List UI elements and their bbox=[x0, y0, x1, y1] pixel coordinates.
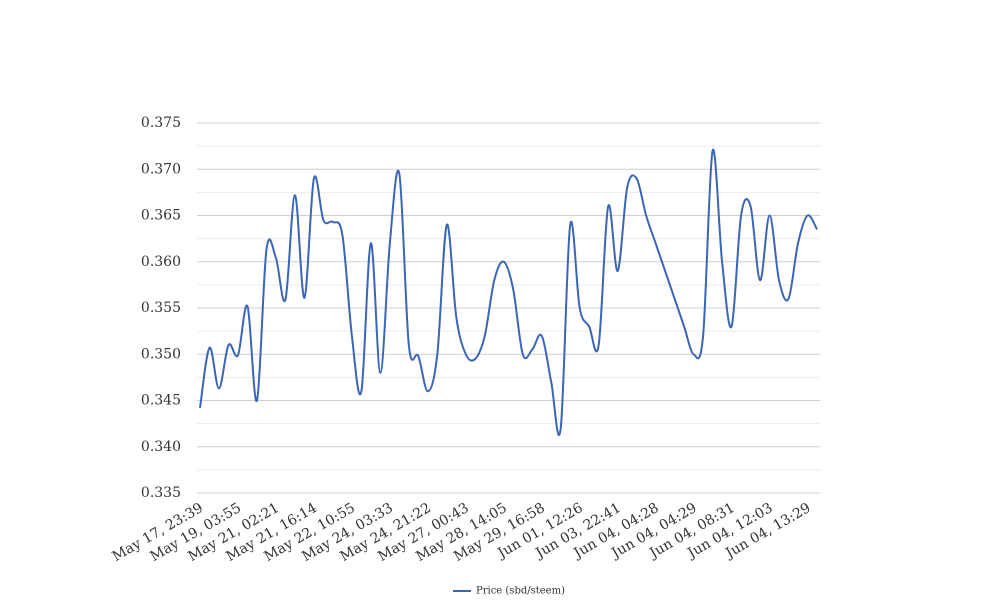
y-tick-label: 0.360 bbox=[141, 254, 181, 270]
y-tick-label: 0.365 bbox=[141, 208, 181, 224]
y-tick-label: 0.340 bbox=[141, 439, 181, 455]
y-tick-label: 0.375 bbox=[141, 115, 181, 131]
y-tick-label: 0.350 bbox=[141, 346, 181, 362]
y-tick-label: 0.355 bbox=[141, 300, 181, 316]
price-line bbox=[199, 148, 818, 436]
y-tick-label: 0.345 bbox=[141, 393, 181, 409]
legend-label: Price (sbd/steem) bbox=[476, 586, 565, 597]
y-tick-label: 0.370 bbox=[141, 161, 181, 177]
y-tick-label: 0.335 bbox=[141, 485, 181, 501]
